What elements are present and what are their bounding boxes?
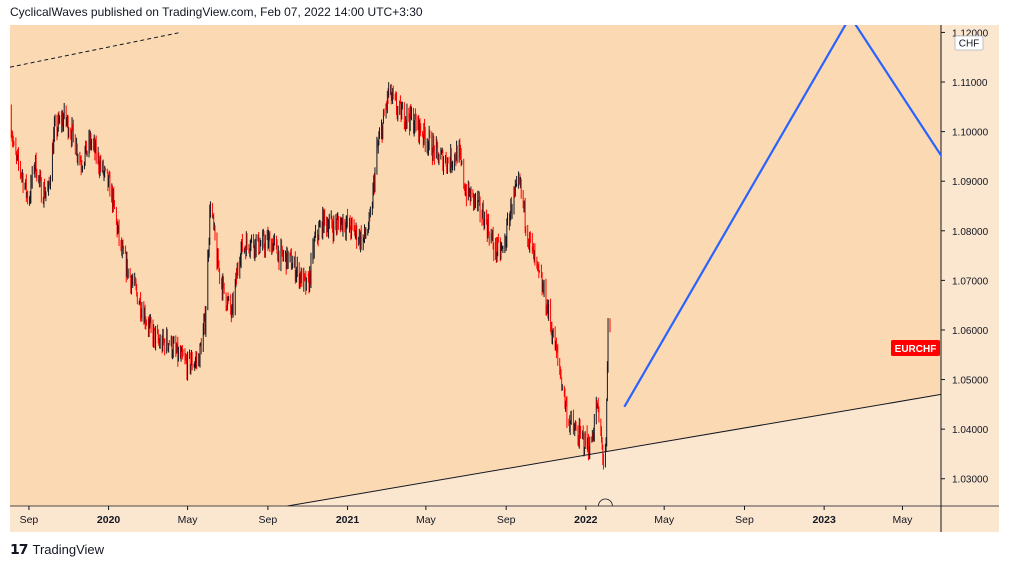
price-axis-panel — [941, 25, 999, 506]
y-tick-label: 1.07000 — [952, 276, 989, 287]
y-tick-label: 1.05000 — [952, 376, 989, 387]
x-tick-label: 2020 — [97, 514, 121, 526]
currency-label-box — [954, 35, 984, 51]
y-tick-label: 1.12000 — [952, 28, 989, 39]
x-tick-label: 2022 — [574, 514, 598, 526]
currency-label-text: CHF — [959, 39, 980, 50]
dashed-trend-line[interactable] — [10, 31, 181, 68]
x-tick-label: 2023 — [812, 514, 836, 526]
y-tick-label: 1.06000 — [952, 326, 989, 337]
tradingview-logo-icon: 𝟭𝟳 — [10, 541, 29, 557]
y-tick-label: 1.09000 — [952, 177, 989, 188]
time-marker-icon — [598, 498, 613, 506]
projection-line[interactable] — [623, 17, 945, 408]
publisher-header: CyclicalWaves published on TradingView.c… — [10, 5, 423, 19]
time-axis-panel — [10, 506, 999, 532]
y-tick-label: 1.04000 — [952, 425, 989, 436]
x-tick-label: Sep — [20, 514, 39, 526]
currency-label: CHF — [954, 35, 984, 51]
symbol-badge-text: EURCHF — [895, 344, 937, 355]
x-tick-label: May — [654, 514, 675, 526]
y-tick-label: 1.08000 — [952, 227, 989, 238]
symbol-badge-box — [891, 340, 940, 356]
y-tick-label: 1.10000 — [952, 128, 989, 139]
x-tick-label: May — [893, 514, 914, 526]
x-tick-label: Sep — [259, 514, 278, 526]
x-tick-label: May — [178, 514, 199, 526]
x-tick-label: Sep — [497, 514, 516, 526]
x-tick-label: 2021 — [336, 514, 360, 526]
x-tick-label: Sep — [735, 514, 754, 526]
y-tick-label: 1.03000 — [952, 475, 989, 486]
footer-brand-text: TradingView — [32, 542, 105, 557]
y-tick-label: 1.11000 — [952, 78, 988, 89]
x-tick-label: May — [416, 514, 437, 526]
footer-brand: 𝟭𝟳 TradingView — [10, 541, 104, 558]
symbol-badge[interactable]: EURCHF — [891, 340, 940, 356]
support-trend-line[interactable] — [287, 393, 941, 506]
